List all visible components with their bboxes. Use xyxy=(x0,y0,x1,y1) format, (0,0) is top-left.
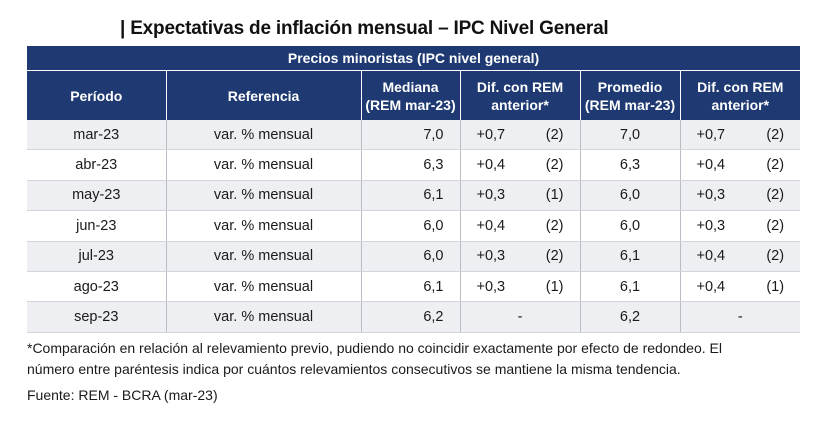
cell-dif-mediana: +0,3 (1) xyxy=(460,180,581,212)
table-row: abr-23 var. % mensual 6,3 +0,4 (2) 6,3 +0… xyxy=(27,149,801,181)
column-header-promedio-line2: (REM mar-23) xyxy=(584,96,676,113)
dif-count: (2) xyxy=(766,187,785,204)
source-note: Fuente: REM - BCRA (mar-23) xyxy=(27,387,218,403)
cell-referencia: var. % mensual xyxy=(166,180,362,212)
inflation-expectations-table: Precios minoristas (IPC nivel general) P… xyxy=(27,46,801,333)
cell-dif-promedio: +0,3 (2) xyxy=(680,180,801,212)
table-super-header: Precios minoristas (IPC nivel general) xyxy=(27,46,801,71)
cell-mediana: 6,1 xyxy=(361,271,461,303)
dif-value: +0,4 xyxy=(696,157,726,174)
cell-dif-mediana: +0,3 (1) xyxy=(460,271,581,303)
dif-value: +0,3 xyxy=(476,187,506,204)
dif-value: - xyxy=(737,309,743,326)
column-header-dif-mediana-line2: anterior* xyxy=(491,96,549,113)
table-row: may-23 var. % mensual 6,1 +0,3 (1) 6,0 +0… xyxy=(27,180,801,212)
cell-dif-promedio: +0,3 (2) xyxy=(680,210,801,242)
cell-dif-promedio: +0,4 (2) xyxy=(680,241,801,272)
cell-periodo: sep-23 xyxy=(27,301,167,333)
cell-referencia: var. % mensual xyxy=(166,149,362,181)
dif-value: +0,7 xyxy=(696,126,726,143)
footnote: *Comparación en relación al relevamiento… xyxy=(27,338,802,380)
cell-mediana: 6,2 xyxy=(361,301,461,333)
dif-count: (2) xyxy=(545,217,564,234)
dif-value: +0,3 xyxy=(696,217,726,234)
dif-value: - xyxy=(517,309,523,326)
cell-referencia: var. % mensual xyxy=(166,271,362,303)
dif-count: (2) xyxy=(545,126,564,143)
column-header-dif-mediana: Dif. con REM anterior* xyxy=(460,70,581,120)
cell-mediana: 7,0 xyxy=(361,120,461,151)
cell-referencia: var. % mensual xyxy=(166,241,362,272)
cell-promedio: 6,3 xyxy=(580,149,681,181)
page-title: | Expectativas de inflación mensual – IP… xyxy=(120,18,609,39)
column-header-referencia: Referencia xyxy=(166,70,362,120)
cell-dif-mediana: +0,3 (2) xyxy=(460,241,581,272)
footnote-line-2: número entre paréntesis indica por cuánt… xyxy=(27,361,681,377)
cell-mediana: 6,0 xyxy=(361,241,461,272)
table-row: ago-23 var. % mensual 6,1 +0,3 (1) 6,1 +0… xyxy=(27,271,801,303)
column-header-promedio: Promedio (REM mar-23) xyxy=(580,70,681,120)
column-header-mediana: Mediana (REM mar-23) xyxy=(361,70,461,120)
cell-periodo: jul-23 xyxy=(27,241,167,272)
cell-periodo: mar-23 xyxy=(27,120,167,151)
table-row: mar-23 var. % mensual 7,0 +0,7 (2) 7,0 +0… xyxy=(27,120,801,151)
table-row: sep-23 var. % mensual 6,2 - 6,2 - xyxy=(27,301,801,333)
cell-promedio: 6,2 xyxy=(580,301,681,333)
cell-referencia: var. % mensual xyxy=(166,120,362,151)
column-header-dif-promedio-line1: Dif. con REM xyxy=(697,78,784,95)
cell-promedio: 6,1 xyxy=(580,241,681,272)
dif-value: +0,4 xyxy=(476,217,506,234)
cell-promedio: 6,1 xyxy=(580,271,681,303)
footnote-line-1: *Comparación en relación al relevamiento… xyxy=(27,340,722,356)
cell-promedio: 7,0 xyxy=(580,120,681,151)
cell-mediana: 6,1 xyxy=(361,180,461,212)
cell-dif-promedio: +0,7 (2) xyxy=(680,120,801,151)
dif-value: +0,3 xyxy=(476,248,506,265)
table-row: jul-23 var. % mensual 6,0 +0,3 (2) 6,1 +0… xyxy=(27,241,801,272)
cell-mediana: 6,0 xyxy=(361,210,461,242)
cell-referencia: var. % mensual xyxy=(166,301,362,333)
column-header-periodo: Período xyxy=(27,70,167,120)
dif-value: +0,3 xyxy=(476,278,506,295)
cell-promedio: 6,0 xyxy=(580,180,681,212)
dif-count: (1) xyxy=(545,187,564,204)
column-header-dif-promedio-line2: anterior* xyxy=(711,96,770,113)
cell-dif-mediana: +0,7 (2) xyxy=(460,120,581,151)
cell-dif-mediana: - xyxy=(460,301,581,333)
dif-value: +0,4 xyxy=(476,157,506,174)
cell-promedio: 6,0 xyxy=(580,210,681,242)
cell-periodo: jun-23 xyxy=(27,210,167,242)
dif-count: (2) xyxy=(766,126,785,143)
cell-dif-mediana: +0,4 (2) xyxy=(460,149,581,181)
dif-value: +0,7 xyxy=(476,126,506,143)
dif-value: +0,3 xyxy=(696,187,726,204)
cell-dif-mediana: +0,4 (2) xyxy=(460,210,581,242)
table-row: jun-23 var. % mensual 6,0 +0,4 (2) 6,0 +0… xyxy=(27,210,801,242)
column-header-dif-mediana-line1: Dif. con REM xyxy=(476,78,564,95)
dif-count: (1) xyxy=(766,278,785,295)
dif-count: (2) xyxy=(766,157,785,174)
column-header-promedio-line1: Promedio xyxy=(597,78,663,95)
column-header-dif-promedio: Dif. con REM anterior* xyxy=(680,70,801,120)
cell-dif-promedio: +0,4 (2) xyxy=(680,149,801,181)
cell-dif-promedio: - xyxy=(680,301,801,333)
dif-value: +0,4 xyxy=(696,278,726,295)
cell-periodo: may-23 xyxy=(27,180,167,212)
dif-count: (1) xyxy=(545,278,564,295)
column-header-mediana-line1: Mediana xyxy=(382,78,439,95)
cell-dif-promedio: +0,4 (1) xyxy=(680,271,801,303)
cell-mediana: 6,3 xyxy=(361,149,461,181)
dif-value: +0,4 xyxy=(696,248,726,265)
column-header-mediana-line2: (REM mar-23) xyxy=(365,96,456,113)
dif-count: (2) xyxy=(766,248,785,265)
dif-count: (2) xyxy=(766,217,785,234)
dif-count: (2) xyxy=(545,248,564,265)
cell-periodo: ago-23 xyxy=(27,271,167,303)
dif-count: (2) xyxy=(545,157,564,174)
cell-referencia: var. % mensual xyxy=(166,210,362,242)
cell-periodo: abr-23 xyxy=(27,149,167,181)
